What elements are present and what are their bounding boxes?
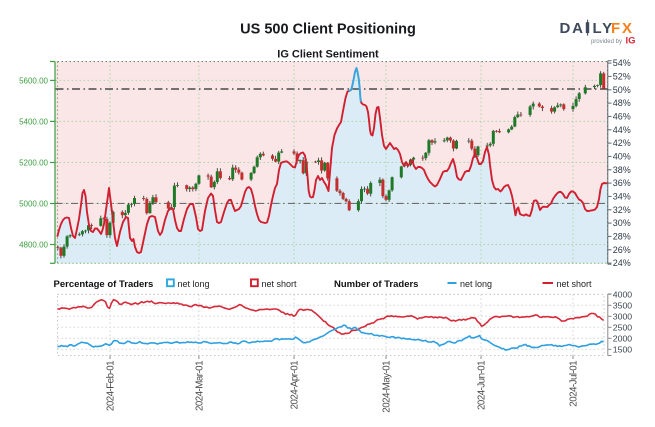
svg-text:50%: 50% (613, 85, 631, 95)
svg-text:US 500 Client Positioning: US 500 Client Positioning (240, 22, 416, 38)
svg-text:54%: 54% (613, 58, 631, 68)
svg-text:38%: 38% (613, 165, 631, 175)
svg-text:4000: 4000 (613, 290, 632, 300)
svg-text:net long: net long (460, 279, 492, 289)
svg-text:net long: net long (178, 279, 210, 289)
svg-text:2024-Jun-01: 2024-Jun-01 (477, 361, 488, 410)
svg-text:42%: 42% (613, 138, 631, 148)
svg-text:4800.00: 4800.00 (19, 241, 48, 250)
svg-text:IG: IG (625, 36, 635, 47)
svg-text:48%: 48% (613, 98, 631, 108)
svg-text:5400.00: 5400.00 (19, 117, 48, 126)
svg-text:Percentage of Traders: Percentage of Traders (54, 279, 154, 290)
svg-text:32%: 32% (613, 205, 631, 215)
svg-text:5600.00: 5600.00 (19, 76, 48, 85)
svg-text:3000: 3000 (613, 312, 632, 322)
svg-text:net short: net short (262, 279, 298, 289)
svg-text:Number of Traders: Number of Traders (334, 279, 418, 290)
svg-text:1500: 1500 (613, 345, 632, 355)
svg-text:net short: net short (557, 279, 593, 289)
svg-text:36%: 36% (613, 178, 631, 188)
svg-text:IG Client Sentiment: IG Client Sentiment (277, 49, 379, 61)
svg-text:2500: 2500 (613, 323, 632, 333)
svg-text:provided by: provided by (591, 39, 622, 45)
svg-text:5200.00: 5200.00 (19, 159, 48, 168)
svg-text:2024-Jul-01: 2024-Jul-01 (569, 361, 580, 407)
svg-text:LY: LY (593, 20, 614, 37)
svg-text:24%: 24% (613, 258, 631, 268)
svg-text:5000.00: 5000.00 (19, 200, 48, 209)
svg-text:52%: 52% (613, 71, 631, 81)
svg-text:30%: 30% (613, 218, 631, 228)
svg-text:2024-Mar-01: 2024-Mar-01 (194, 361, 205, 411)
svg-text:46%: 46% (613, 111, 631, 121)
svg-text:FX: FX (611, 20, 634, 37)
svg-text:3500: 3500 (613, 301, 632, 311)
svg-text:34%: 34% (613, 191, 631, 201)
svg-text:2024-Apr-01: 2024-Apr-01 (290, 361, 301, 410)
svg-text:2024-May-01: 2024-May-01 (382, 361, 393, 413)
svg-text:DA: DA (560, 20, 585, 37)
svg-text:28%: 28% (613, 231, 631, 241)
svg-text:2024-Feb-01: 2024-Feb-01 (106, 361, 117, 411)
svg-text:26%: 26% (613, 245, 631, 255)
svg-text:44%: 44% (613, 125, 631, 135)
svg-text:2000: 2000 (613, 334, 632, 344)
svg-text:40%: 40% (613, 151, 631, 161)
